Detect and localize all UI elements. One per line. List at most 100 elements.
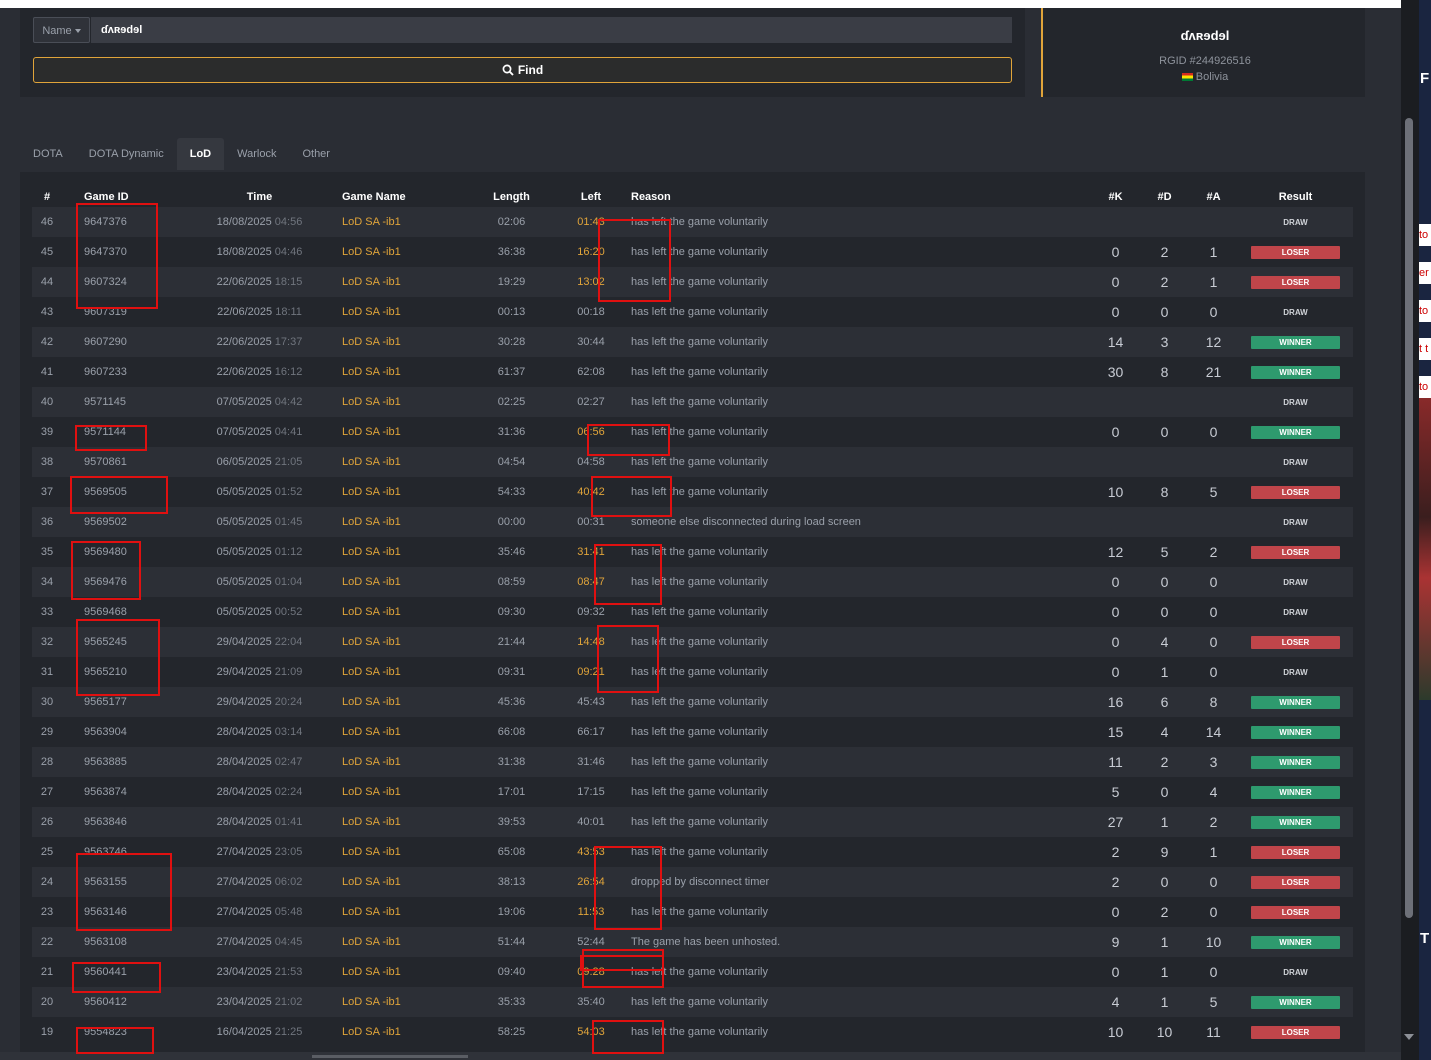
table-row[interactable]: 27 9563874 28/04/2025 02:24 LoD SA -ib1 17:0… bbox=[32, 777, 1353, 807]
table-row[interactable]: 22 9563108 27/04/2025 04:45 LoD SA -ib1 51:4… bbox=[32, 927, 1353, 957]
row-num: 19 bbox=[40, 1026, 54, 1038]
row-game-id[interactable]: 9607290 bbox=[84, 336, 127, 348]
row-game-name[interactable]: LoD SA -ib1 bbox=[342, 696, 401, 708]
tab-dota[interactable]: DOTA bbox=[33, 148, 63, 160]
tab-warlock[interactable]: Warlock bbox=[237, 148, 277, 160]
row-game-name[interactable]: LoD SA -ib1 bbox=[342, 606, 401, 618]
table-row[interactable]: 25 9563746 27/04/2025 23:05 LoD SA -ib1 65:0… bbox=[32, 837, 1353, 867]
table-row[interactable]: 30 9565177 29/04/2025 20:24 LoD SA -ib1 45:3… bbox=[32, 687, 1353, 717]
row-game-id[interactable]: 9569468 bbox=[84, 606, 127, 618]
row-game-name[interactable]: LoD SA -ib1 bbox=[342, 816, 401, 828]
search-type-select[interactable]: Name bbox=[33, 17, 90, 43]
row-game-id[interactable]: 9571144 bbox=[84, 426, 127, 438]
row-game-name[interactable]: LoD SA -ib1 bbox=[342, 996, 401, 1008]
table-row[interactable]: 29 9563904 28/04/2025 03:14 LoD SA -ib1 66:0… bbox=[32, 717, 1353, 747]
row-game-id[interactable]: 9565210 bbox=[84, 666, 127, 678]
table-row[interactable]: 46 9647376 18/08/2025 04:56 LoD SA -ib1 02:0… bbox=[32, 207, 1353, 237]
row-game-id[interactable]: 9563846 bbox=[84, 816, 127, 828]
table-row[interactable]: 28 9563885 28/04/2025 02:47 LoD SA -ib1 31:3… bbox=[32, 747, 1353, 777]
row-game-name[interactable]: LoD SA -ib1 bbox=[342, 756, 401, 768]
table-row[interactable]: 19 9554823 16/04/2025 21:25 LoD SA -ib1 58:2… bbox=[32, 1017, 1353, 1047]
row-game-id[interactable]: 9563746 bbox=[84, 846, 127, 858]
table-row[interactable]: 44 9607324 22/06/2025 18:15 LoD SA -ib1 19:2… bbox=[32, 267, 1353, 297]
table-row[interactable]: 45 9647370 18/08/2025 04:46 LoD SA -ib1 36:3… bbox=[32, 237, 1353, 267]
scroll-down-arrow-icon[interactable] bbox=[1404, 1034, 1414, 1040]
row-game-name[interactable]: LoD SA -ib1 bbox=[342, 456, 401, 468]
table-row[interactable]: 21 9560441 23/04/2025 21:53 LoD SA -ib1 09:4… bbox=[32, 957, 1353, 987]
row-game-name[interactable]: LoD SA -ib1 bbox=[342, 906, 401, 918]
table-row[interactable]: 37 9569505 05/05/2025 01:52 LoD SA -ib1 54:3… bbox=[32, 477, 1353, 507]
table-row[interactable]: 34 9569476 05/05/2025 01:04 LoD SA -ib1 08:5… bbox=[32, 567, 1353, 597]
row-game-id[interactable]: 9569505 bbox=[84, 486, 127, 498]
tab-other[interactable]: Other bbox=[302, 148, 330, 160]
row-game-name[interactable]: LoD SA -ib1 bbox=[342, 276, 401, 288]
row-game-name[interactable]: LoD SA -ib1 bbox=[342, 786, 401, 798]
table-row[interactable]: 32 9565245 29/04/2025 22:04 LoD SA -ib1 21:4… bbox=[32, 627, 1353, 657]
row-game-id[interactable]: 9647370 bbox=[84, 246, 127, 258]
table-row[interactable]: 33 9569468 05/05/2025 00:52 LoD SA -ib1 09:3… bbox=[32, 597, 1353, 627]
row-game-name[interactable]: LoD SA -ib1 bbox=[342, 1026, 401, 1038]
table-row[interactable]: 40 9571145 07/05/2025 04:42 LoD SA -ib1 02:2… bbox=[32, 387, 1353, 417]
row-game-id[interactable]: 9563874 bbox=[84, 786, 127, 798]
row-game-name[interactable]: LoD SA -ib1 bbox=[342, 366, 401, 378]
row-game-id[interactable]: 9560412 bbox=[84, 996, 127, 1008]
row-game-name[interactable]: LoD SA -ib1 bbox=[342, 426, 401, 438]
player-search-input[interactable] bbox=[91, 17, 1012, 43]
row-game-id[interactable]: 9563146 bbox=[84, 906, 127, 918]
tab-lod[interactable]: LoD bbox=[176, 138, 225, 170]
row-game-id[interactable]: 9565245 bbox=[84, 636, 127, 648]
row-game-name[interactable]: LoD SA -ib1 bbox=[342, 726, 401, 738]
row-game-id[interactable]: 9565177 bbox=[84, 696, 127, 708]
table-row[interactable]: 26 9563846 28/04/2025 01:41 LoD SA -ib1 39:5… bbox=[32, 807, 1353, 837]
table-row[interactable]: 41 9607233 22/06/2025 16:12 LoD SA -ib1 61:3… bbox=[32, 357, 1353, 387]
row-game-name[interactable]: LoD SA -ib1 bbox=[342, 246, 401, 258]
table-row[interactable]: 36 9569502 05/05/2025 01:45 LoD SA -ib1 00:0… bbox=[32, 507, 1353, 537]
row-game-name[interactable]: LoD SA -ib1 bbox=[342, 336, 401, 348]
row-game-name[interactable]: LoD SA -ib1 bbox=[342, 666, 401, 678]
table-row[interactable]: 35 9569480 05/05/2025 01:12 LoD SA -ib1 35:4… bbox=[32, 537, 1353, 567]
row-game-name[interactable]: LoD SA -ib1 bbox=[342, 486, 401, 498]
find-button[interactable]: Find bbox=[33, 57, 1012, 83]
row-game-name[interactable]: LoD SA -ib1 bbox=[342, 306, 401, 318]
row-game-name[interactable]: LoD SA -ib1 bbox=[342, 546, 401, 558]
row-game-id[interactable]: 9563108 bbox=[84, 936, 127, 948]
row-game-name[interactable]: LoD SA -ib1 bbox=[342, 576, 401, 588]
row-game-name[interactable]: LoD SA -ib1 bbox=[342, 846, 401, 858]
row-game-id[interactable]: 9607324 bbox=[84, 276, 127, 288]
row-game-id[interactable]: 9563155 bbox=[84, 876, 127, 888]
table-row[interactable]: 42 9607290 22/06/2025 17:37 LoD SA -ib1 30:2… bbox=[32, 327, 1353, 357]
row-game-id[interactable]: 9563904 bbox=[84, 726, 127, 738]
vertical-scrollbar[interactable] bbox=[1401, 0, 1419, 1060]
table-row[interactable]: 20 9560412 23/04/2025 21:02 LoD SA -ib1 35:3… bbox=[32, 987, 1353, 1017]
row-game-name[interactable]: LoD SA -ib1 bbox=[342, 936, 401, 948]
row-game-id[interactable]: 9607233 bbox=[84, 366, 127, 378]
row-game-name[interactable]: LoD SA -ib1 bbox=[342, 636, 401, 648]
row-game-name[interactable]: LoD SA -ib1 bbox=[342, 966, 401, 978]
table-row[interactable]: 31 9565210 29/04/2025 21:09 LoD SA -ib1 09:3… bbox=[32, 657, 1353, 687]
table-row[interactable]: 43 9607319 22/06/2025 18:11 LoD SA -ib1 00:1… bbox=[32, 297, 1353, 327]
row-game-id[interactable]: 9569476 bbox=[84, 576, 127, 588]
row-result: WINNER bbox=[1238, 417, 1353, 447]
row-game-id[interactable]: 9569480 bbox=[84, 546, 127, 558]
row-game-name[interactable]: LoD SA -ib1 bbox=[342, 216, 401, 228]
horizontal-scrollbar[interactable] bbox=[0, 1052, 1401, 1060]
row-assists: 8 bbox=[1209, 694, 1218, 710]
row-game-id[interactable]: 9563885 bbox=[84, 756, 127, 768]
table-row[interactable]: 39 9571144 07/05/2025 04:41 LoD SA -ib1 31:3… bbox=[32, 417, 1353, 447]
row-game-name[interactable]: LoD SA -ib1 bbox=[342, 396, 401, 408]
row-game-id[interactable]: 9647376 bbox=[84, 216, 127, 228]
vertical-scroll-thumb[interactable] bbox=[1405, 118, 1413, 918]
row-game-id[interactable]: 9569502 bbox=[84, 516, 127, 528]
row-game-id[interactable]: 9554823 bbox=[84, 1026, 127, 1038]
row-game-id[interactable]: 9560441 bbox=[84, 966, 127, 978]
horizontal-scroll-thumb[interactable] bbox=[312, 1055, 468, 1058]
table-row[interactable]: 38 9570861 06/05/2025 21:05 LoD SA -ib1 04:5… bbox=[32, 447, 1353, 477]
row-game-name[interactable]: LoD SA -ib1 bbox=[342, 516, 401, 528]
row-game-id[interactable]: 9570861 bbox=[84, 456, 127, 468]
row-game-id[interactable]: 9607319 bbox=[84, 306, 127, 318]
row-game-id[interactable]: 9571145 bbox=[84, 396, 127, 408]
row-game-name[interactable]: LoD SA -ib1 bbox=[342, 876, 401, 888]
tab-dota-dynamic[interactable]: DOTA Dynamic bbox=[88, 148, 164, 160]
table-row[interactable]: 23 9563146 27/04/2025 05:48 LoD SA -ib1 19:0… bbox=[32, 897, 1353, 927]
table-row[interactable]: 24 9563155 27/04/2025 06:02 LoD SA -ib1 38:1… bbox=[32, 867, 1353, 897]
